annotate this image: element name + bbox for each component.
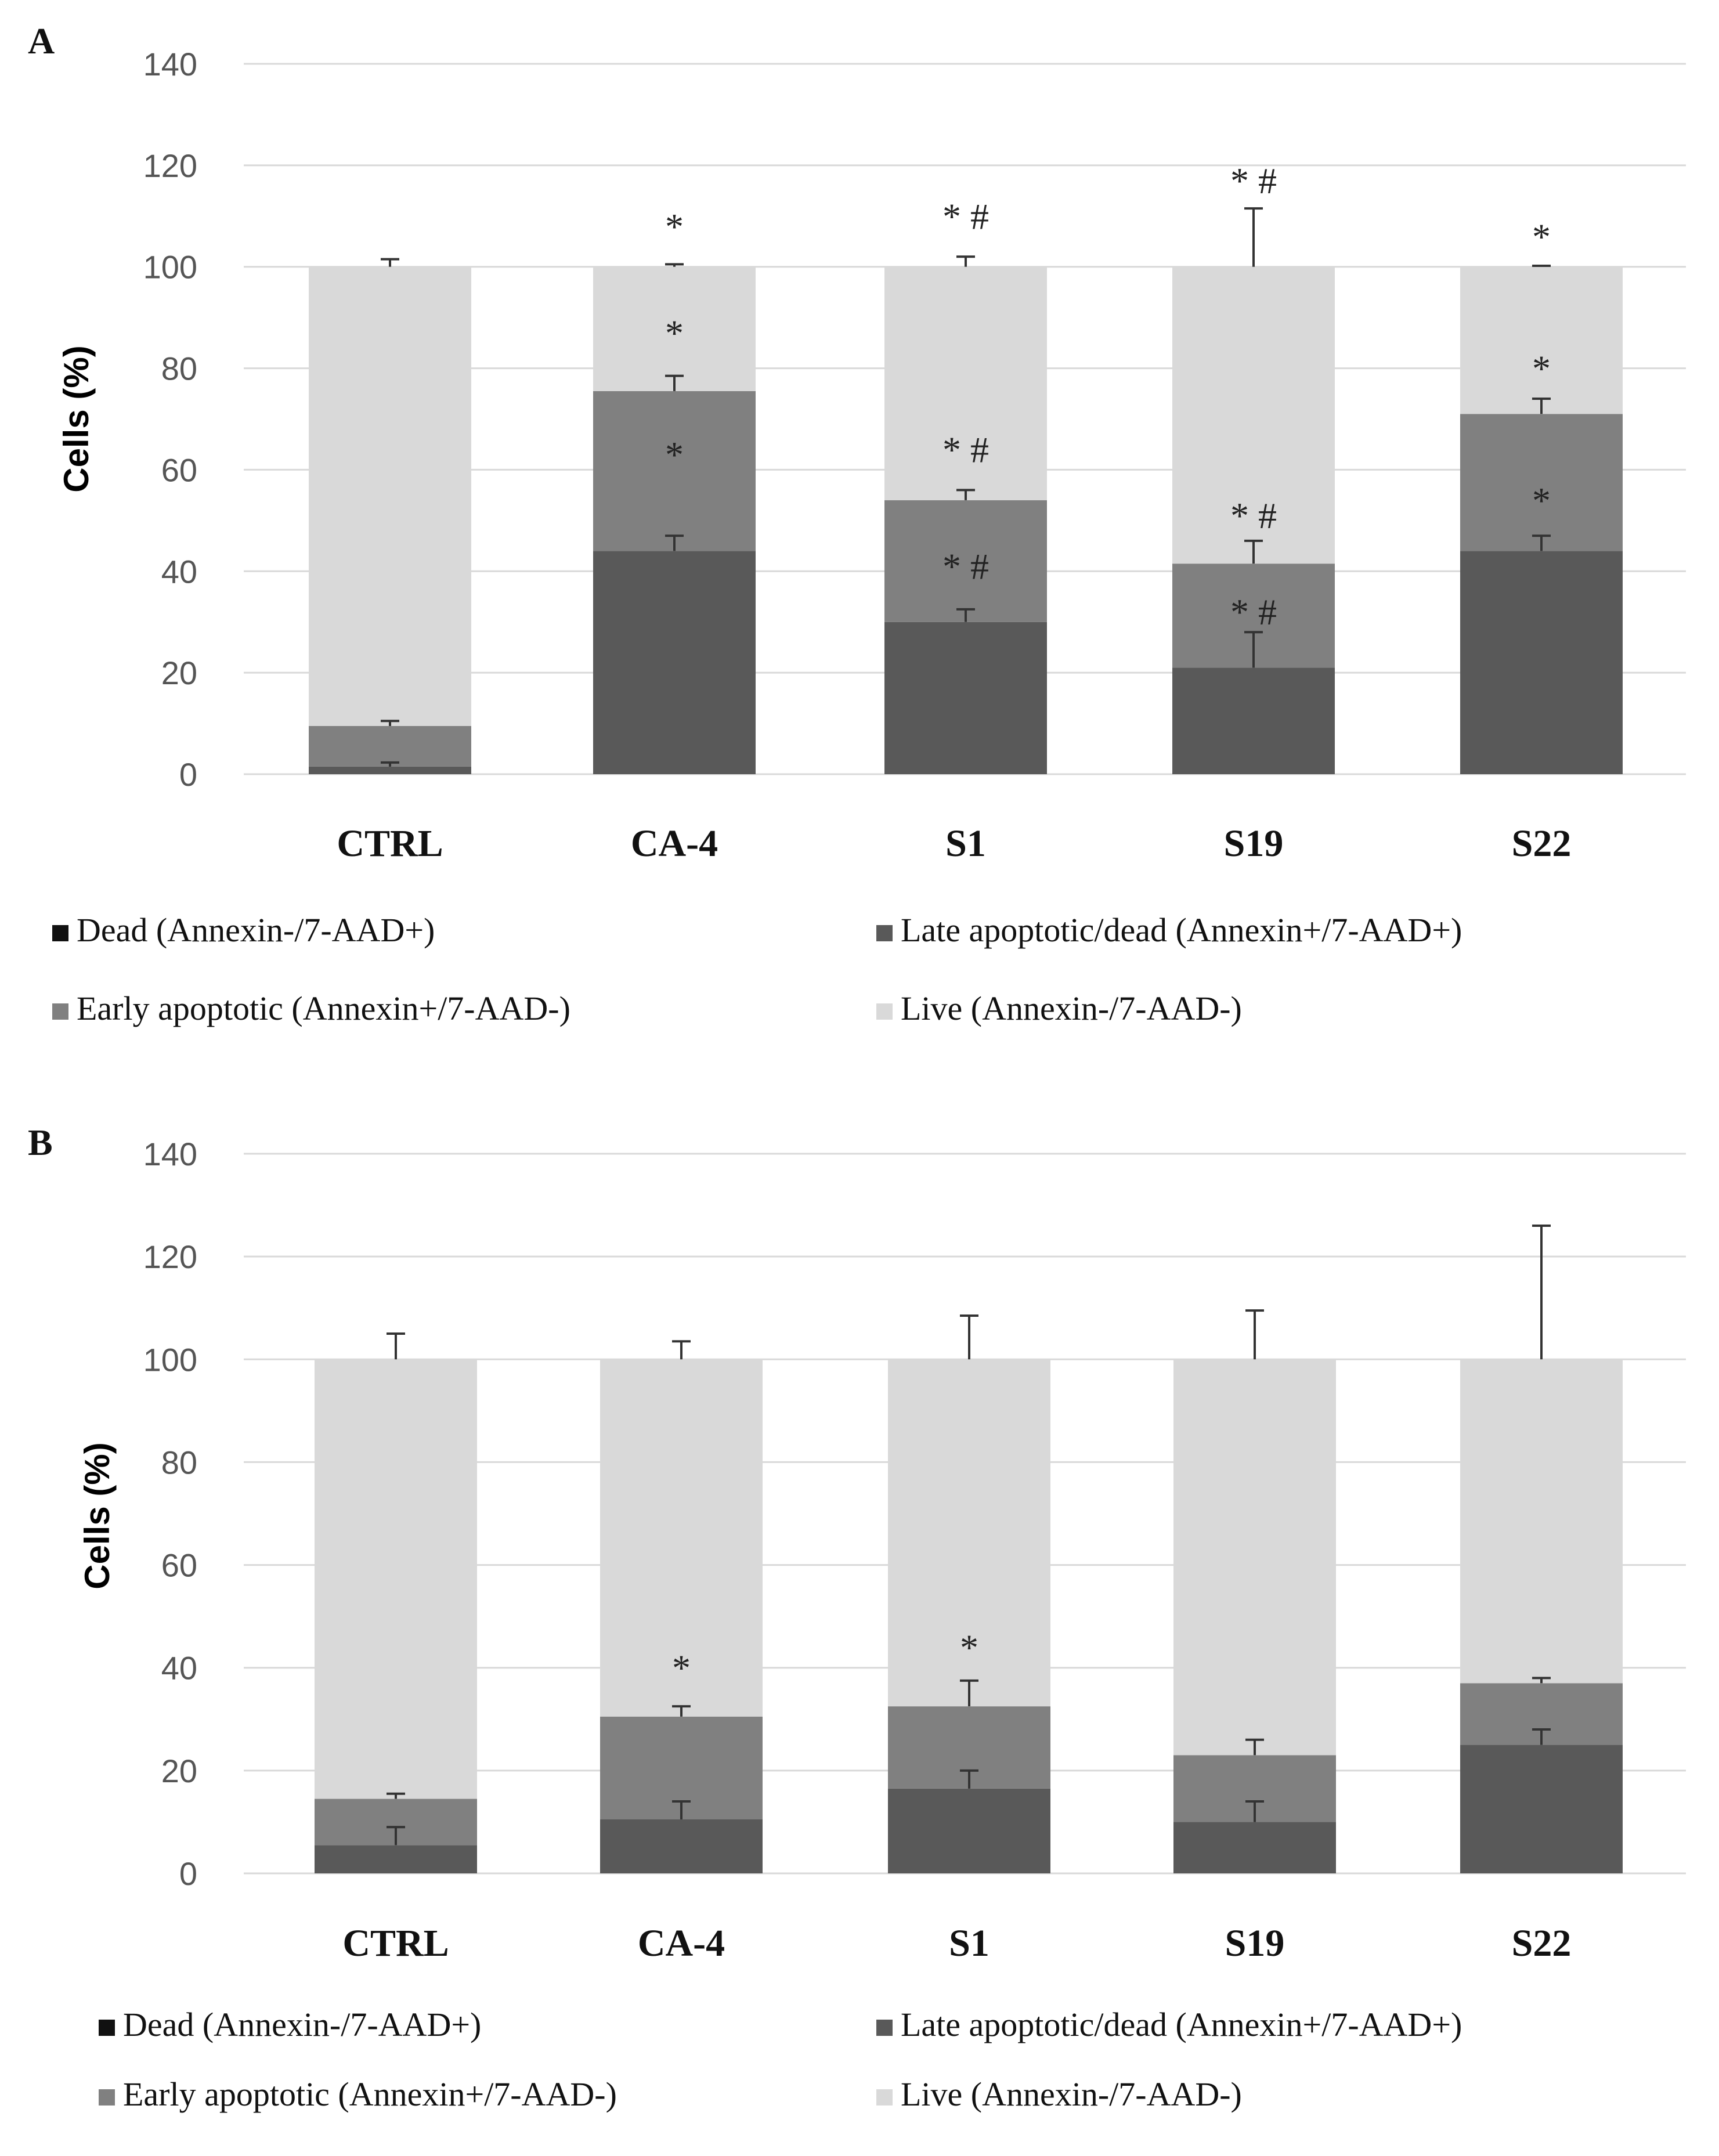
panel-a-y-tick-label: 0 <box>179 756 197 793</box>
panel-a-x-tick-label: S1 <box>945 822 986 865</box>
panel-b-x-tick-label: CTRL <box>342 1922 449 1964</box>
panel-a-bar-s1-late <box>884 622 1047 774</box>
panel-a-significance-mark: * # <box>942 196 989 237</box>
panel-a-bar-s22-live <box>1460 266 1623 414</box>
panel-a-bar-ctrl-late <box>309 766 471 774</box>
panel-a-significance-mark: * <box>665 206 684 247</box>
panel-b-bar-ctrl-late <box>315 1845 477 1873</box>
panel-b-legend-label: Dead (Annexin-/7-AAD+) <box>123 2006 481 2043</box>
panel-b-legend-label: Early apoptotic (Annexin+/7-AAD-) <box>123 2075 617 2113</box>
panel-b-y-tick-label: 100 <box>143 1341 197 1378</box>
panel-b-x-tick-label: S1 <box>949 1922 989 1964</box>
panel-b-significance-mark: * <box>672 1648 691 1689</box>
panel-a-bar-s1-live <box>884 266 1047 500</box>
panel-b-y-tick-label: 60 <box>161 1547 197 1584</box>
panel-a-chart: A 0 20 40 60 80 100 120 140 Cells (%) CTRL CA-4 S1 S1… <box>28 20 1686 1027</box>
panel-a-y-tick-label: 80 <box>161 351 197 387</box>
panel-a-bar-ctrl-live <box>309 266 471 726</box>
panel-a-y-tick-label: 60 <box>161 452 197 488</box>
panel-b-bar-s1-live <box>888 1359 1050 1707</box>
panel-b-x-tick-label: CA-4 <box>638 1922 725 1964</box>
panel-a-y-tick-label: 20 <box>161 655 197 691</box>
panel-a-significance-mark: * <box>665 312 684 353</box>
panel-a-significance-mark: * # <box>1230 495 1277 536</box>
panel-b-legend-label: Late apoptotic/dead (Annexin+/7-AAD+) <box>901 2006 1462 2043</box>
panel-a-bar-s19-late <box>1172 667 1335 774</box>
panel-b-y-tick-label: 40 <box>161 1650 197 1686</box>
panel-a-bar-ctrl-early <box>309 725 471 767</box>
panel-a-bar-s22-early <box>1460 414 1623 551</box>
panel-a-x-tick-label: S19 <box>1224 822 1284 865</box>
panel-b-y-tick-label: 120 <box>143 1238 197 1275</box>
panel-a-bar-ca-4-late <box>593 551 756 774</box>
panel-a-significance-mark: * # <box>1230 591 1277 633</box>
panel-a-y-tick-label: 40 <box>161 553 197 590</box>
panel-a-x-tick-label: CTRL <box>337 822 443 865</box>
panel-b-y-tick-label: 140 <box>143 1136 197 1172</box>
panel-a-y-tick-label: 120 <box>143 147 197 184</box>
panel-a-significance-mark: * # <box>1230 160 1277 201</box>
panel-b-bar-ca-4-live <box>600 1359 763 1717</box>
panel-a-legend-label: Late apoptotic/dead (Annexin+/7-AAD+) <box>901 911 1462 949</box>
panel-a-legend-swatch <box>876 1003 893 1020</box>
panel-b-bar-ca-4-late <box>600 1819 763 1873</box>
panel-a-bar-ca-4-live <box>593 266 756 391</box>
panel-a-significance-mark: * <box>1532 216 1551 257</box>
panel-b-bar-s19-late <box>1173 1822 1336 1873</box>
panel-a-significance-mark: * <box>1532 480 1551 521</box>
panel-a-legend-swatch <box>52 1003 68 1020</box>
panel-a-x-tick-label: CA-4 <box>631 822 718 865</box>
panel-b-bar-s1-late <box>888 1788 1050 1873</box>
panel-b-legend-swatch <box>99 2089 115 2106</box>
panel-a-y-axis-title: Cells (%) <box>57 345 96 492</box>
panel-a-bar-s22-late <box>1460 551 1623 774</box>
panel-b-y-axis-title: Cells (%) <box>78 1442 117 1589</box>
panel-a-legend-label: Dead (Annexin-/7-AAD+) <box>77 911 435 949</box>
panel-b-bar-s22-late <box>1460 1745 1623 1873</box>
panel-a-significance-mark: * # <box>942 429 989 470</box>
panel-b-legend-swatch <box>99 2020 115 2036</box>
panel-a-y-tick-label: 140 <box>143 46 197 82</box>
panel-b-x-tick-label: S22 <box>1512 1922 1572 1964</box>
panel-b-legend-swatch <box>876 2020 893 2036</box>
panel-a-bar-s19-live <box>1172 266 1335 564</box>
panel-b-legend-label: Live (Annexin-/7-AAD-) <box>901 2075 1242 2113</box>
panel-b-label: B <box>28 1122 53 1163</box>
panel-a-x-tick-label: S22 <box>1512 822 1572 865</box>
panel-b-bar-s22-live <box>1460 1359 1623 1684</box>
panel-a-legend-swatch <box>876 925 893 941</box>
panel-a-legend-swatch <box>52 925 68 941</box>
panel-b-bar-s19-live <box>1173 1359 1336 1756</box>
panel-a-significance-mark: * <box>1532 348 1551 389</box>
panel-b-chart: B 0 20 40 60 80 100 120 140 Cells (%) CTRL CA-4 S1 S1… <box>28 1122 1686 2113</box>
panel-b-y-tick-label: 0 <box>179 1855 197 1892</box>
panel-a-legend-label: Early apoptotic (Annexin+/7-AAD-) <box>77 989 570 1027</box>
panel-b-bar-ctrl-live <box>315 1359 477 1799</box>
panel-a-label: A <box>28 20 55 62</box>
panel-a-legend-label: Live (Annexin-/7-AAD-) <box>901 989 1242 1027</box>
panel-b-significance-mark: * <box>960 1627 978 1668</box>
panel-b-legend-swatch <box>876 2089 893 2106</box>
panel-b-y-tick-label: 80 <box>161 1444 197 1480</box>
panel-a-y-tick-label: 100 <box>143 249 197 286</box>
panel-b-y-tick-label: 20 <box>161 1753 197 1789</box>
panel-a-bar-ca-4-early <box>593 391 756 551</box>
panel-a-significance-mark: * # <box>942 546 989 587</box>
panel-a-significance-mark: * <box>665 434 684 475</box>
panel-b-x-tick-label: S19 <box>1225 1922 1285 1964</box>
panel-a-bar-s1-early <box>884 500 1047 622</box>
